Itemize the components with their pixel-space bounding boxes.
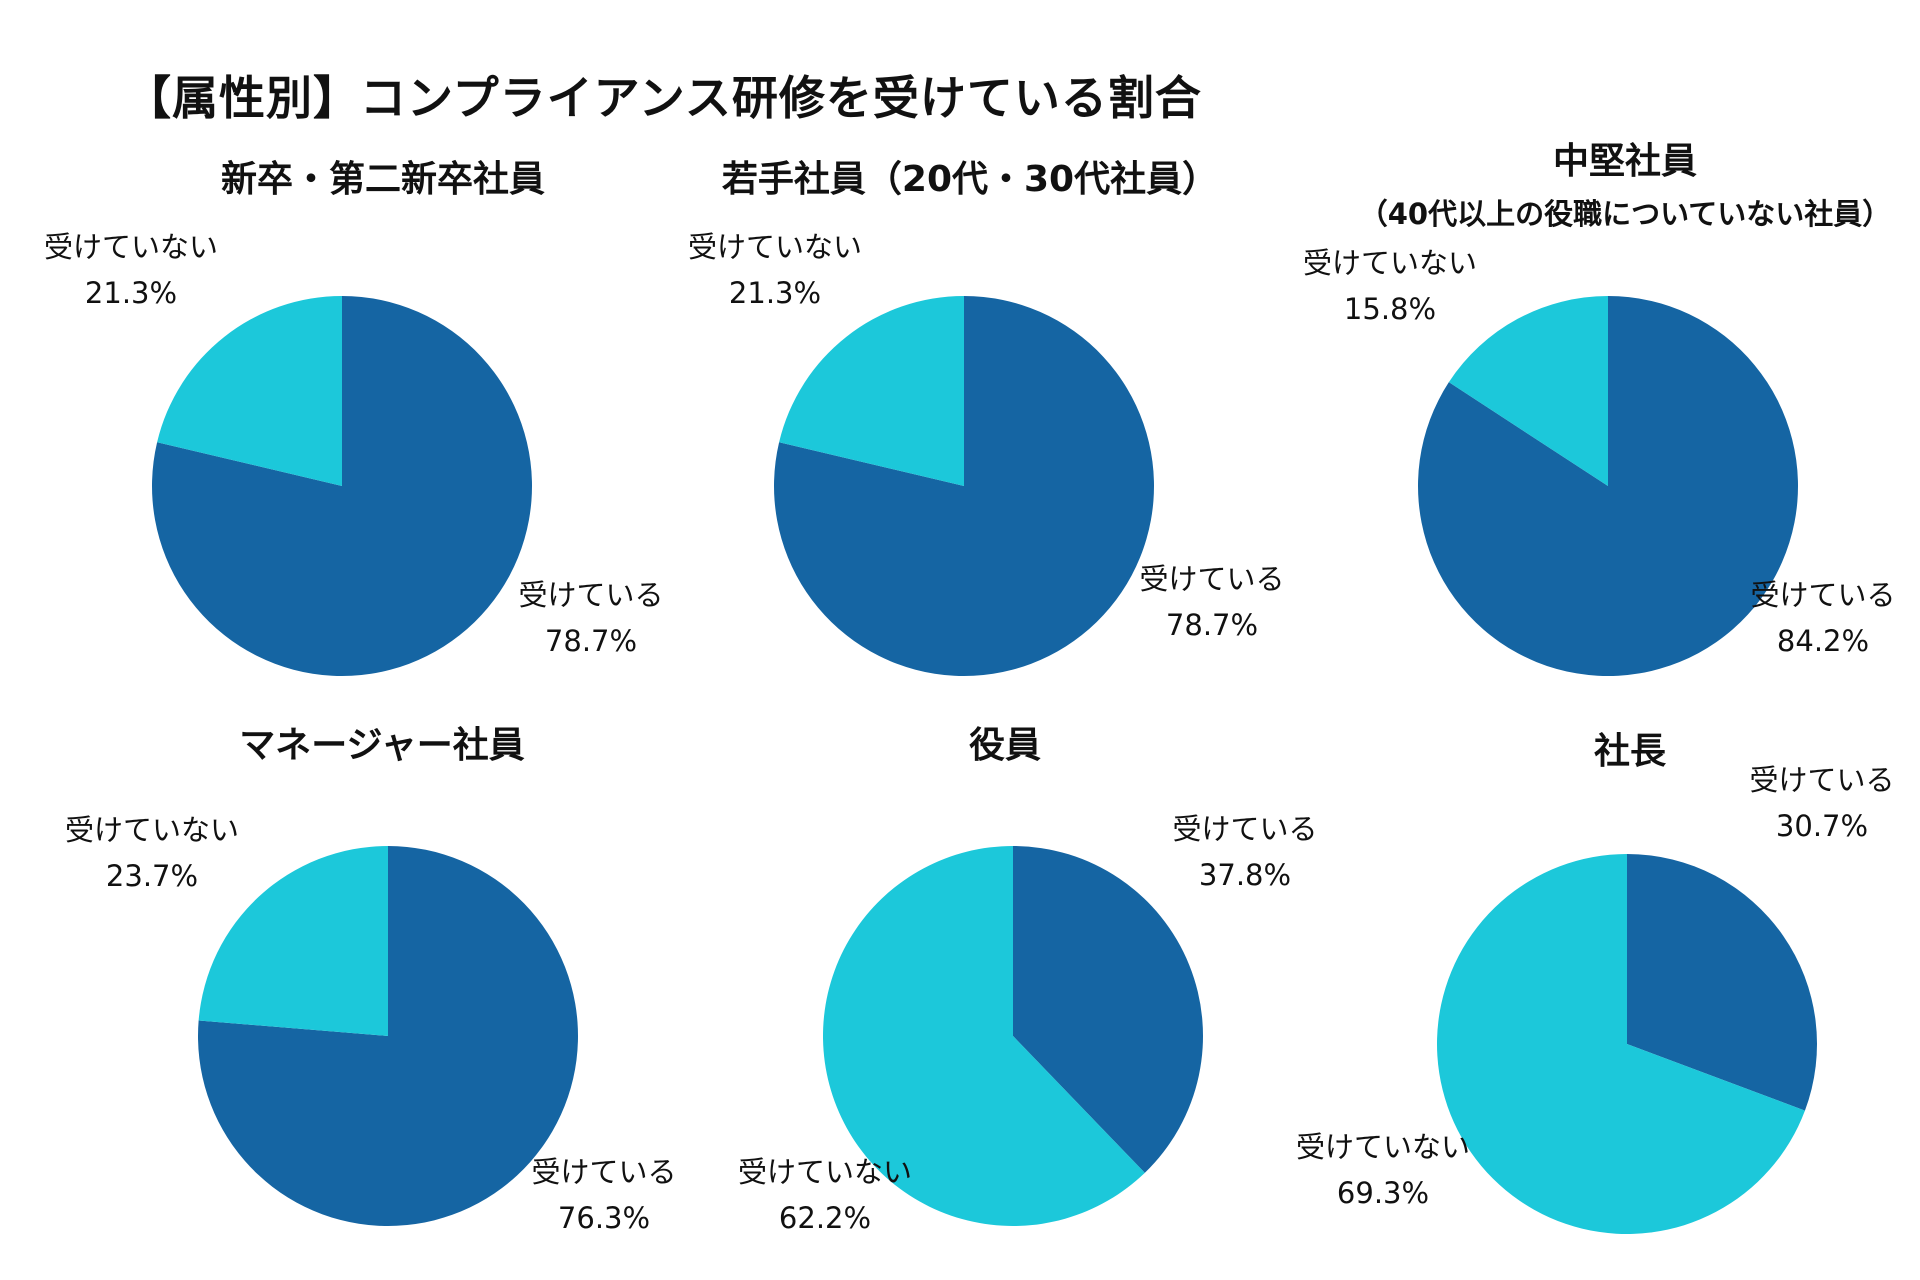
chart-title: マネージャー社員 [239, 725, 525, 766]
pie-slice-taken [1627, 854, 1817, 1111]
slice-label-value: 21.3% [84, 276, 178, 310]
slice-label-name: 受けている [1139, 562, 1285, 596]
pie-slice-not-taken [822, 846, 1145, 1227]
slice-label-name: 受けていない [1302, 246, 1478, 280]
slice-label-value: 76.3% [557, 1201, 651, 1235]
pie-slice-taken [774, 296, 1155, 676]
slice-label-name: 受けている [1750, 578, 1896, 612]
pie-slice-taken [1418, 296, 1799, 676]
pie-slice-taken [152, 296, 533, 677]
slice-label-name: 受けている [518, 578, 664, 612]
slice-label-value: 37.8% [1198, 858, 1292, 892]
pie-slice-not-taken [1448, 296, 1608, 486]
slice-label-value: 69.3% [1336, 1176, 1430, 1210]
slice-label-name: 受けていない [687, 230, 863, 264]
slice-label-not-taken: 受けていない 62.2% [738, 1149, 912, 1241]
slice-label-not-taken: 受けていない 15.8% [1303, 240, 1477, 332]
chart-title: 若手社員（20代・30代社員） [721, 159, 1219, 200]
page-title: 【属性別】コンプライアンス研修を受けている割合 [125, 71, 1202, 125]
slice-label-value: 78.7% [544, 624, 638, 658]
chart-title: 中堅社員 [1552, 141, 1698, 182]
slice-label-taken: 受けている 37.8% [1172, 806, 1317, 898]
slice-label-not-taken: 受けていない 69.3% [1296, 1124, 1470, 1216]
slice-label-value: 30.7% [1775, 809, 1869, 843]
slice-label-name: 受けていない [64, 813, 240, 847]
slice-label-name: 受けていない [737, 1155, 913, 1189]
pie-slice-taken [197, 846, 579, 1227]
chart-title: 社長 [1593, 731, 1667, 772]
slice-label-not-taken: 受けていない 23.7% [65, 807, 239, 899]
pie-slice-not-taken [157, 296, 342, 486]
slice-label-value: 62.2% [778, 1201, 872, 1235]
slice-label-value: 84.2% [1776, 624, 1870, 658]
chart-subtitle: （40代以上の役職についていない社員） [1358, 197, 1892, 231]
slice-label-not-taken: 受けていない 21.3% [44, 224, 218, 316]
slice-label-value: 23.7% [105, 859, 199, 893]
slice-label-name: 受けている [531, 1155, 677, 1189]
slice-label-not-taken: 受けていない 21.3% [688, 224, 862, 316]
slice-label-name: 受けている [1749, 763, 1895, 797]
slice-label-taken: 受けている 30.7% [1749, 757, 1894, 849]
slice-label-name: 受けていない [43, 230, 219, 264]
slice-label-value: 78.7% [1165, 608, 1259, 642]
slice-label-taken: 受けている 84.2% [1750, 572, 1895, 664]
pie-slice-not-taken [198, 846, 388, 1036]
chart-title: 新卒・第二新卒社員 [220, 159, 546, 200]
chart-title: 役員 [968, 725, 1042, 766]
slice-label-taken: 受けている 78.7% [1139, 556, 1284, 648]
slice-label-name: 受けている [1172, 812, 1318, 846]
slice-label-taken: 受けている 78.7% [518, 572, 663, 664]
slice-label-name: 受けていない [1295, 1130, 1471, 1164]
slice-label-value: 15.8% [1343, 292, 1437, 326]
pie-slice-not-taken [1437, 854, 1805, 1234]
pie-slice-taken [1013, 846, 1204, 1173]
slice-label-value: 21.3% [728, 276, 822, 310]
slice-label-taken: 受けている 76.3% [531, 1149, 676, 1241]
pie-slice-not-taken [779, 296, 964, 486]
